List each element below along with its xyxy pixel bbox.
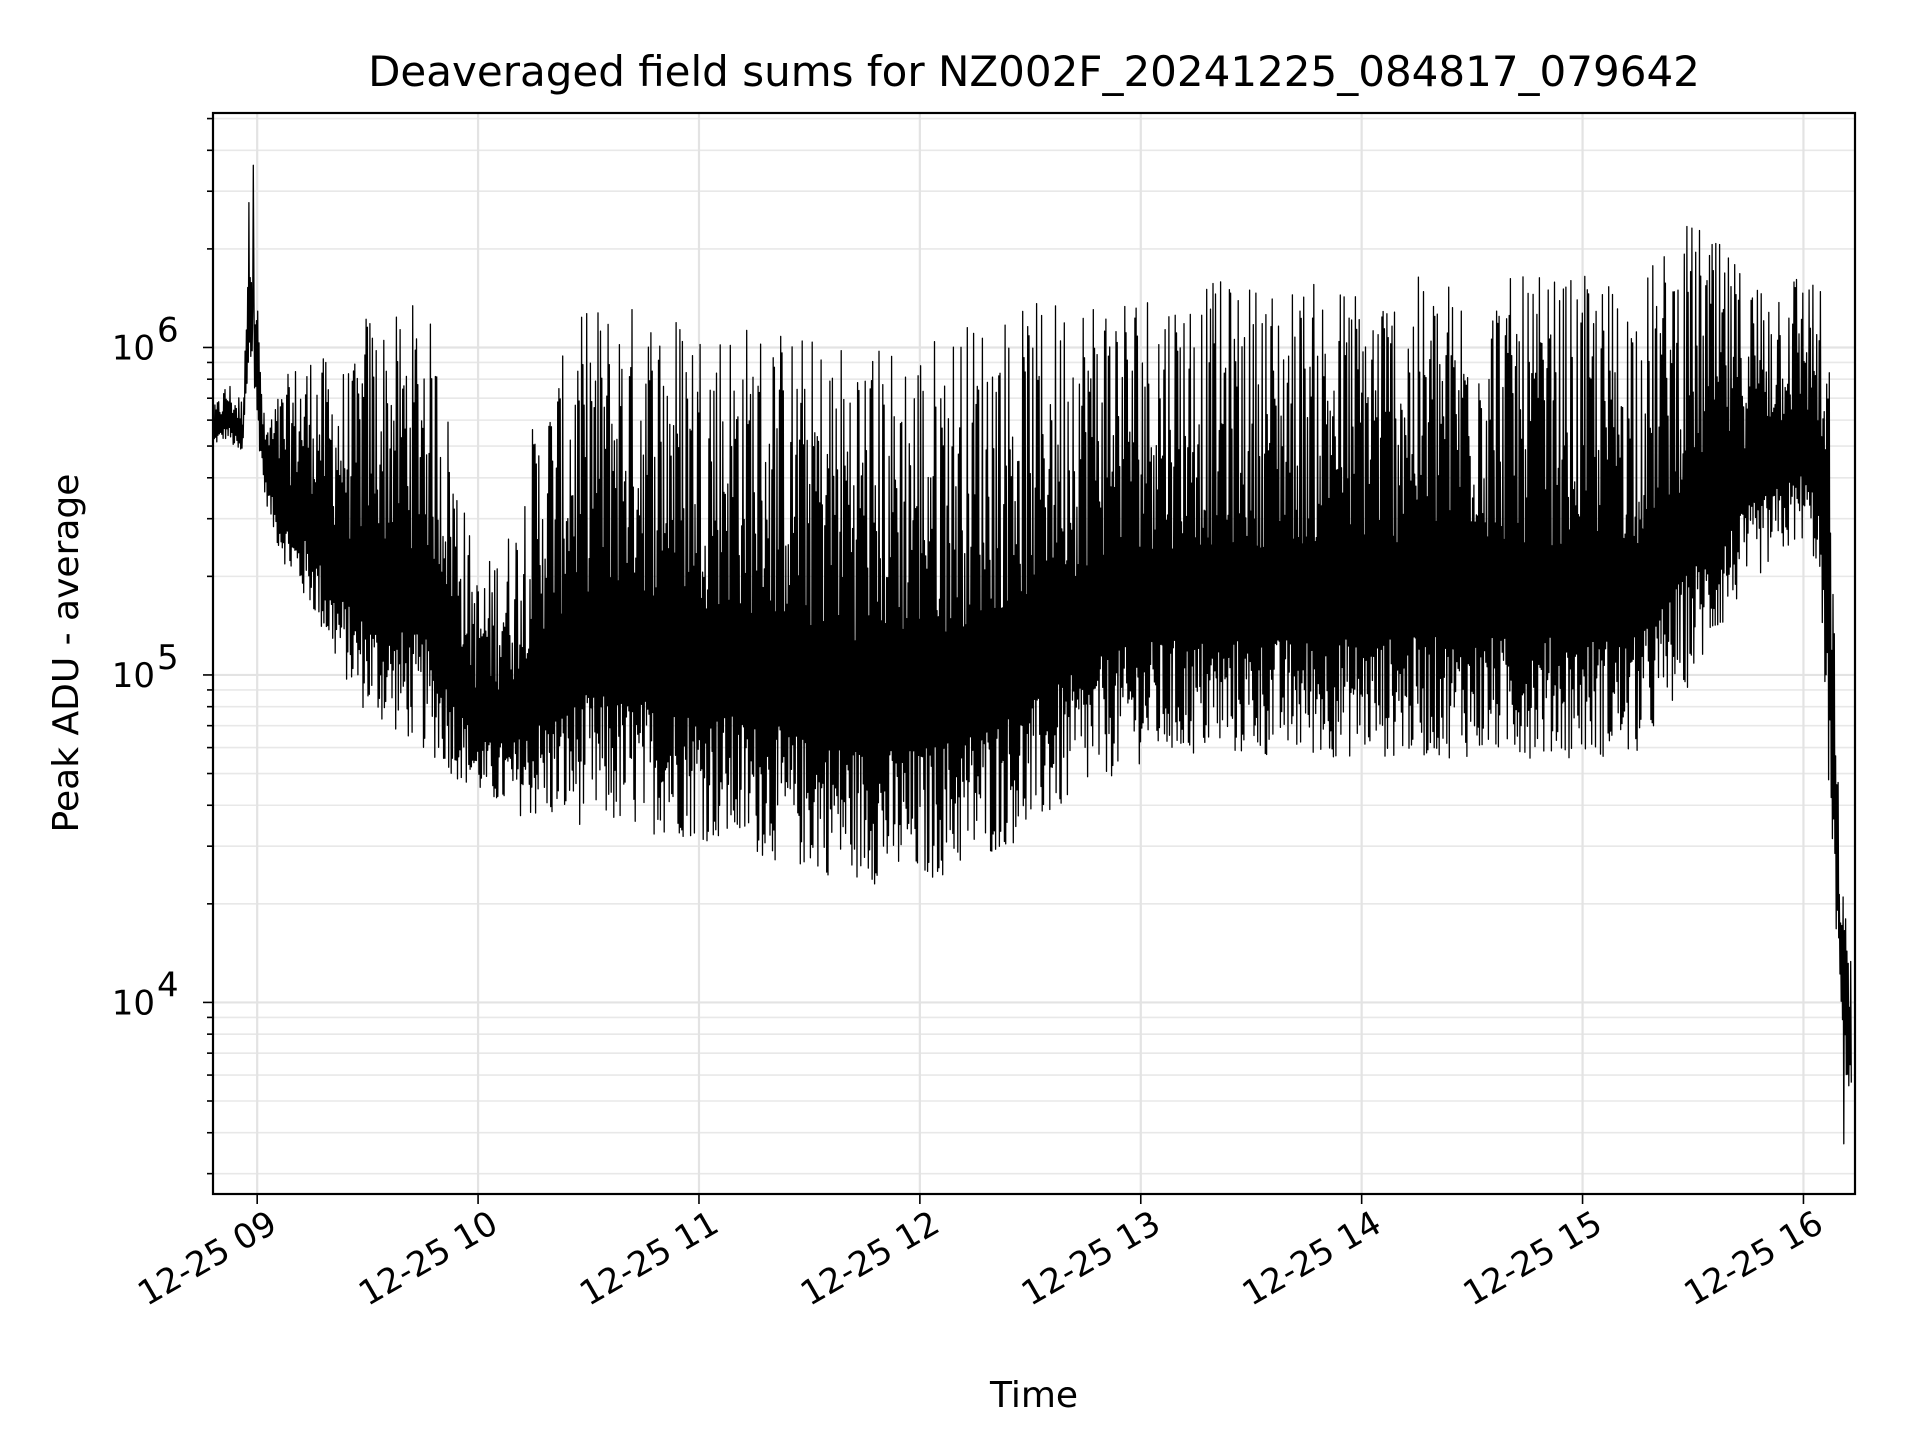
series-line [212,164,1852,1145]
chart-title: Deaveraged field sums for NZ002F_2024122… [368,47,1700,96]
y-tick-label: 10 [112,328,155,368]
y-axis-label: Peak ADU - average [46,474,87,833]
data-series [212,164,1852,1145]
y-tick-exponent: 6 [157,310,179,350]
y-tick-exponent: 5 [157,638,179,678]
x-axis-label: Time [989,1375,1078,1416]
y-tick-exponent: 4 [157,965,179,1005]
y-tick-label: 10 [112,983,155,1023]
plot-frame [211,111,1857,1196]
y-tick-label: 10 [112,656,155,696]
